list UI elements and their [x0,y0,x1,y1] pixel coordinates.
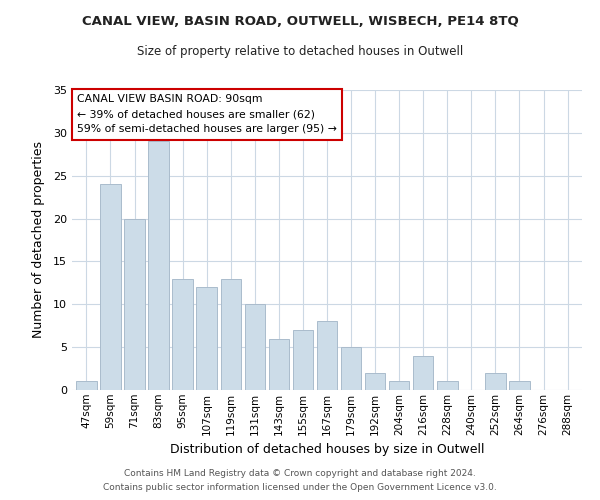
Bar [389,382,409,390]
Bar [221,278,241,390]
Y-axis label: Number of detached properties: Number of detached properties [32,142,44,338]
X-axis label: Distribution of detached houses by size in Outwell: Distribution of detached houses by size … [170,443,484,456]
Bar [76,382,97,390]
Bar [148,142,169,390]
Bar [509,382,530,390]
Bar [269,338,289,390]
Bar [437,382,458,390]
Bar [485,373,506,390]
Bar [365,373,385,390]
Bar [245,304,265,390]
Bar [317,322,337,390]
Text: CANAL VIEW, BASIN ROAD, OUTWELL, WISBECH, PE14 8TQ: CANAL VIEW, BASIN ROAD, OUTWELL, WISBECH… [82,15,518,28]
Text: Contains public sector information licensed under the Open Government Licence v3: Contains public sector information licen… [103,484,497,492]
Text: CANAL VIEW BASIN ROAD: 90sqm
← 39% of detached houses are smaller (62)
59% of se: CANAL VIEW BASIN ROAD: 90sqm ← 39% of de… [77,94,337,134]
Bar [341,347,361,390]
Bar [100,184,121,390]
Bar [196,287,217,390]
Text: Size of property relative to detached houses in Outwell: Size of property relative to detached ho… [137,45,463,58]
Text: Contains HM Land Registry data © Crown copyright and database right 2024.: Contains HM Land Registry data © Crown c… [124,468,476,477]
Bar [124,218,145,390]
Bar [413,356,433,390]
Bar [172,278,193,390]
Bar [293,330,313,390]
